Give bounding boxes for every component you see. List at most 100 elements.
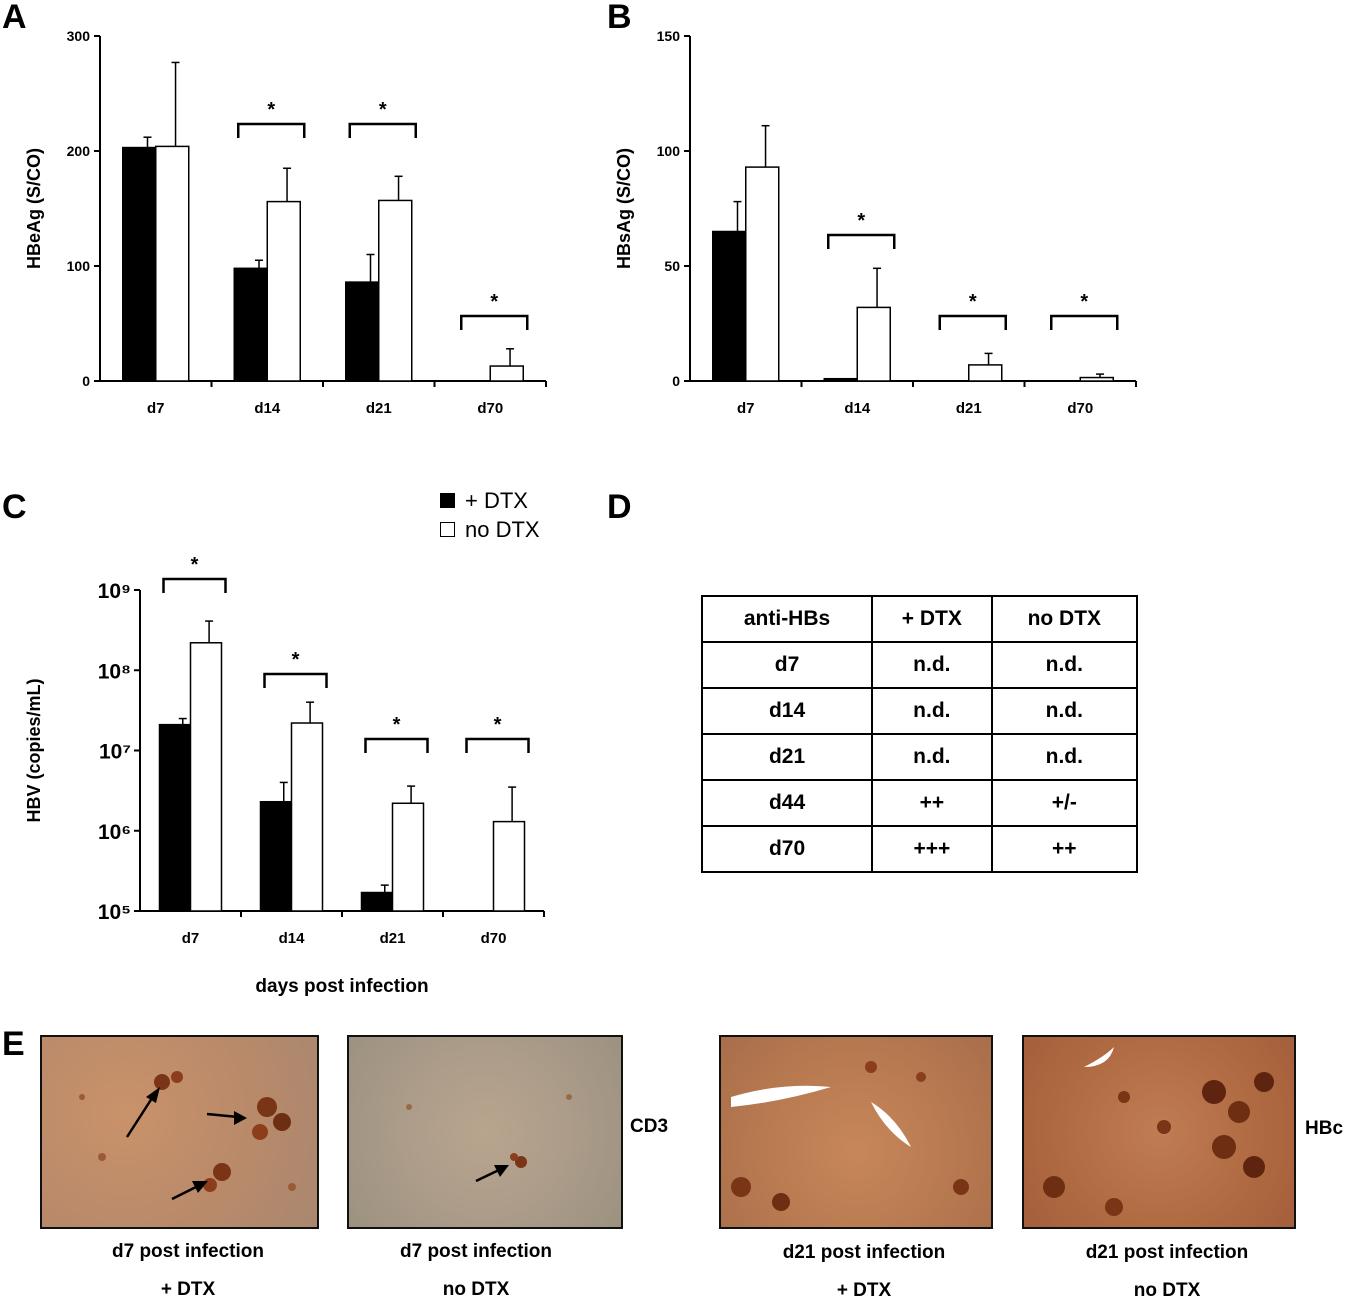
panel-label-a: A bbox=[2, 0, 27, 36]
significance-bracket bbox=[1050, 314, 1119, 330]
table-cell: d14 bbox=[700, 687, 874, 735]
x-tick-label: d70 bbox=[1067, 400, 1093, 417]
significance-bracket bbox=[465, 737, 530, 753]
x-tick-label: d7 bbox=[182, 930, 200, 947]
significance-marker: * bbox=[969, 291, 977, 313]
bar bbox=[745, 166, 780, 382]
x-tick-label: d7 bbox=[147, 400, 165, 417]
legend-label-dtx: + DTX bbox=[465, 488, 528, 513]
bar bbox=[189, 642, 223, 912]
bar bbox=[1079, 376, 1114, 382]
y-tick-label: 100 bbox=[657, 143, 681, 159]
x-tick-label: d21 bbox=[956, 400, 982, 417]
micrograph-texture bbox=[79, 1071, 296, 1201]
micrograph-d7-nodtx bbox=[347, 1035, 623, 1229]
bar bbox=[266, 200, 301, 382]
anti-hbs-table: anti-HBs + DTX no DTX d7 n.d. n.d. d14 n… bbox=[700, 595, 1139, 873]
table-row: d14 n.d. n.d. bbox=[700, 687, 1139, 735]
panel-label-b: B bbox=[607, 0, 632, 36]
caption-line1: d7 post infection bbox=[112, 1241, 264, 1262]
significance-marker: * bbox=[857, 210, 865, 232]
panel-label-e: E bbox=[2, 1025, 25, 1063]
bar bbox=[391, 802, 425, 912]
caption-line1: d21 post infection bbox=[1085, 1242, 1249, 1263]
bar bbox=[856, 306, 891, 382]
legend-item-nodtx: no DTX bbox=[440, 515, 540, 544]
x-tick-label: d7 bbox=[737, 400, 755, 417]
legend-item-dtx: + DTX bbox=[440, 486, 540, 515]
x-tick-label: d14 bbox=[254, 400, 281, 417]
bar bbox=[360, 891, 394, 912]
bar bbox=[122, 146, 157, 382]
table-cell: n.d. bbox=[990, 641, 1139, 689]
x-axis-label: days post infection bbox=[255, 976, 428, 997]
micrograph-texture bbox=[1043, 1047, 1274, 1216]
caption-line2: + DTX bbox=[160, 1279, 216, 1300]
bar bbox=[259, 800, 293, 912]
significance-bracket bbox=[364, 737, 429, 753]
panel-label-c: C bbox=[2, 488, 27, 526]
table-cell: d70 bbox=[700, 825, 874, 873]
table-cell: ++ bbox=[990, 825, 1139, 873]
bar bbox=[155, 145, 190, 382]
y-tick-label: 10⁵ bbox=[98, 901, 131, 924]
chart-hbeag: 0 100 200 300 HBeAg (S/CO) d7 d14 * d21 * d70 * bbox=[24, 28, 547, 417]
bar bbox=[233, 267, 268, 382]
y-tick-label: 300 bbox=[67, 28, 91, 44]
significance-bracket bbox=[237, 122, 306, 138]
bar bbox=[492, 820, 526, 912]
caption-line2: no DTX bbox=[1133, 1280, 1201, 1301]
legend: + DTX no DTX bbox=[440, 486, 540, 544]
x-tick-label: d21 bbox=[366, 400, 392, 417]
legend-label-nodtx: no DTX bbox=[465, 517, 540, 542]
y-tick-label: 0 bbox=[672, 373, 680, 389]
bar bbox=[158, 723, 192, 912]
y-tick-label: 150 bbox=[657, 28, 681, 44]
significance-marker: * bbox=[490, 291, 498, 313]
caption-line2: no DTX bbox=[442, 1279, 510, 1300]
y-tick-label: 10⁸ bbox=[98, 660, 131, 683]
table-cell: n.d. bbox=[871, 687, 993, 735]
y-axis-label: HBeAg (S/CO) bbox=[24, 148, 44, 269]
micrograph-texture bbox=[406, 1094, 572, 1183]
table-cell: +++ bbox=[871, 825, 993, 873]
table-cell: n.d. bbox=[871, 733, 993, 781]
significance-bracket bbox=[162, 577, 227, 593]
y-tick-label: 200 bbox=[67, 143, 91, 159]
micrograph-d21-nodtx bbox=[1022, 1035, 1296, 1229]
x-tick-label: d70 bbox=[481, 930, 507, 947]
table-cell: n.d. bbox=[990, 687, 1139, 735]
significance-marker: * bbox=[292, 649, 300, 671]
stain-label-cd3: CD3 bbox=[630, 1116, 669, 1137]
significance-marker: * bbox=[191, 554, 199, 576]
bar bbox=[489, 365, 524, 382]
y-tick-label: 10⁶ bbox=[98, 821, 131, 844]
significance-bracket bbox=[827, 233, 896, 249]
legend-swatch-nodtx bbox=[440, 522, 455, 537]
y-tick-label: 100 bbox=[67, 258, 91, 274]
significance-marker: * bbox=[379, 99, 387, 121]
caption-line1: d21 post infection bbox=[782, 1242, 946, 1263]
stain-label-hbc: HBc bbox=[1305, 1118, 1344, 1139]
table-header: anti-HBs bbox=[700, 595, 874, 643]
table-header: no DTX bbox=[990, 595, 1139, 643]
x-tick-label: d14 bbox=[844, 400, 871, 417]
table-row: d7 n.d. n.d. bbox=[700, 641, 1139, 689]
micrograph-texture bbox=[731, 1061, 969, 1211]
bar bbox=[290, 722, 324, 912]
significance-bracket bbox=[938, 314, 1007, 330]
significance-marker: * bbox=[494, 714, 502, 736]
micrograph-d7-dtx bbox=[40, 1035, 319, 1229]
bar bbox=[968, 364, 1003, 382]
x-tick-label: d70 bbox=[477, 400, 503, 417]
caption-line1: d7 post infection bbox=[400, 1241, 552, 1262]
table-cell: +/- bbox=[990, 779, 1139, 827]
table-cell: d44 bbox=[700, 779, 874, 827]
significance-bracket bbox=[263, 672, 328, 688]
chart-hbv-dna: 10⁵ 10⁶ 10⁷ 10⁸ 10⁹ HBV (copies/mL) d7 * d14 * d21… bbox=[24, 554, 545, 997]
bar bbox=[378, 199, 413, 382]
y-tick-label: 50 bbox=[664, 258, 680, 274]
significance-marker: * bbox=[393, 714, 401, 736]
y-axis-label: HBV (copies/mL) bbox=[24, 678, 44, 822]
chart-hbsag: 0 50 100 150 HBsAg (S/CO) d7 d14 * d21 * d70 * bbox=[614, 28, 1137, 417]
